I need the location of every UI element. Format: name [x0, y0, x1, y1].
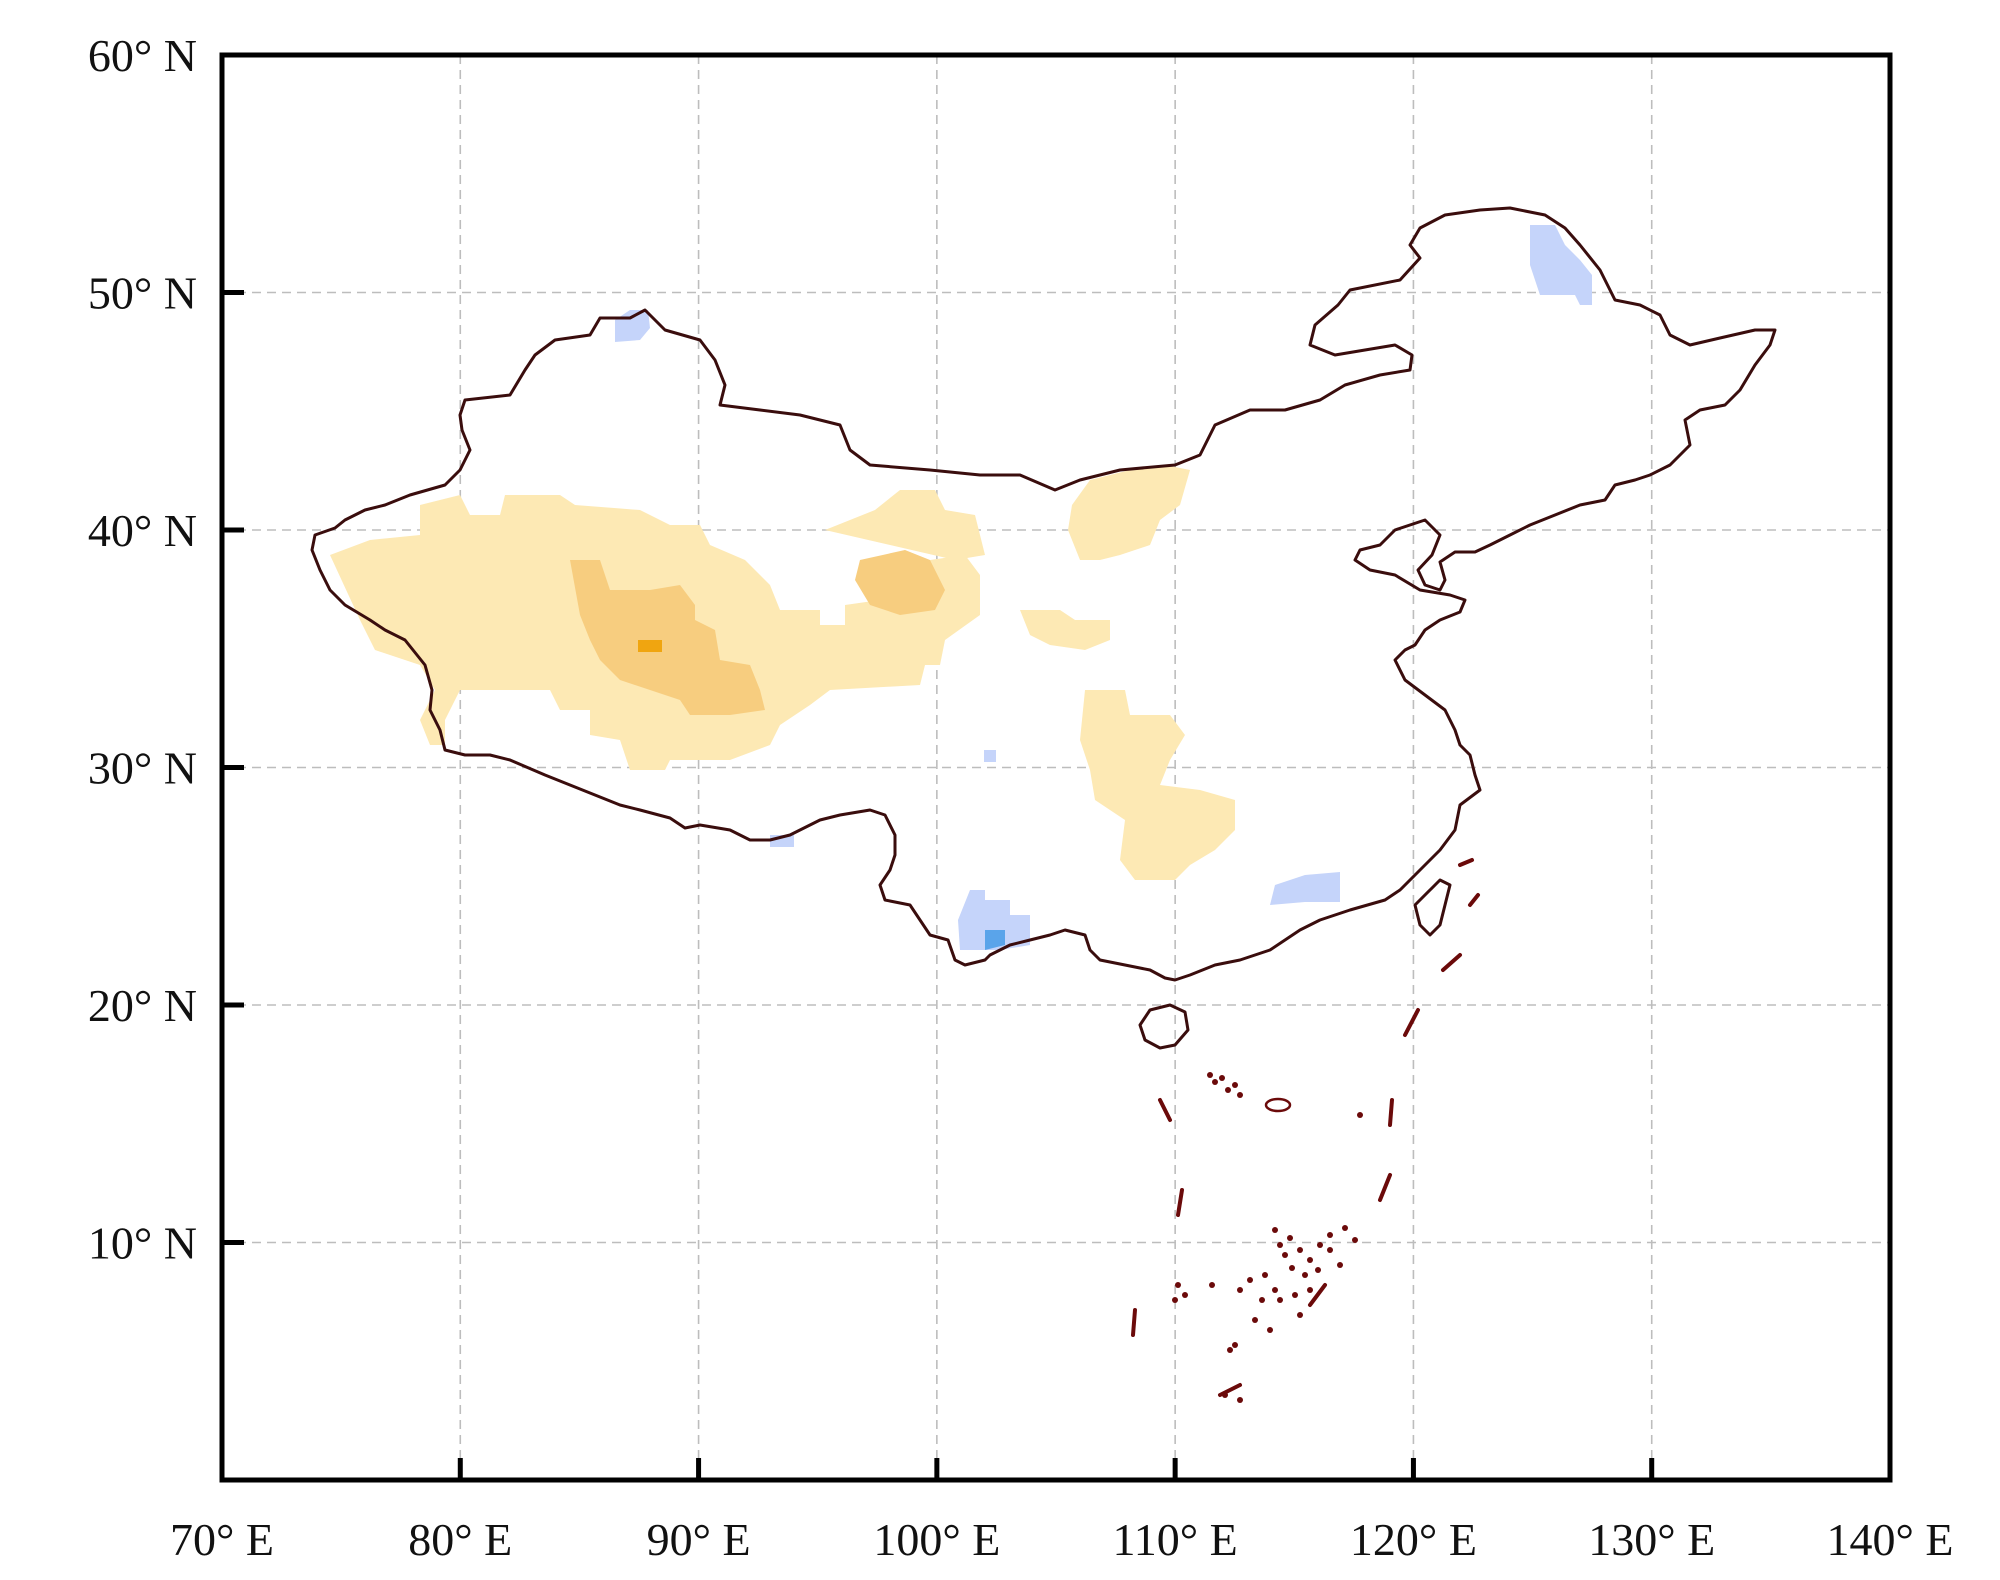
anomaly-shading — [330, 225, 1592, 950]
lon-label-120: 120° E — [1350, 1514, 1477, 1565]
islet — [1337, 1262, 1343, 1268]
islet — [1212, 1079, 1218, 1085]
region-yunnan-negative — [958, 890, 1030, 950]
lon-label-100: 100° E — [873, 1514, 1000, 1565]
islet — [1317, 1242, 1323, 1248]
islet — [1302, 1272, 1308, 1278]
region-guangdong-negative — [1270, 872, 1340, 905]
lon-label-90: 90° E — [647, 1514, 751, 1565]
nine-dash-7 — [1388, 1098, 1394, 1127]
islet — [1352, 1237, 1358, 1243]
islet — [1307, 1257, 1313, 1263]
region-tibet-peak-positive — [638, 640, 662, 652]
axis-ticks — [222, 290, 1655, 1480]
islet — [1237, 1397, 1243, 1403]
china-border — [310, 206, 1777, 1050]
islet — [1219, 1075, 1225, 1081]
islet — [1277, 1297, 1283, 1303]
islet — [1297, 1247, 1303, 1253]
islet — [1327, 1232, 1333, 1238]
islet — [1357, 1112, 1363, 1118]
islet — [1259, 1297, 1265, 1303]
lat-label-50: 50° N — [88, 268, 197, 319]
region-central-positive — [1080, 690, 1235, 880]
longitude-labels: 70° E 80° E 90° E 100° E 110° E 120° E 130° E 1… — [170, 1514, 1954, 1565]
china-mainland-outline — [310, 206, 1777, 982]
islet — [1292, 1292, 1298, 1298]
hainan-outline — [1138, 1003, 1190, 1050]
islet — [1307, 1287, 1313, 1293]
nine-dash-11 — [1458, 858, 1474, 867]
lat-label-10: 10° N — [88, 1218, 197, 1269]
region-altai-negative — [615, 310, 650, 342]
islet — [1225, 1087, 1231, 1093]
lon-label-130: 130° E — [1588, 1514, 1715, 1565]
islet — [1232, 1342, 1238, 1348]
islet — [1272, 1227, 1278, 1233]
islet — [1207, 1072, 1213, 1078]
islet — [1267, 1327, 1273, 1333]
nine-dash-1 — [1158, 1098, 1172, 1122]
lat-label-40: 40° N — [88, 505, 197, 556]
latitude-labels: 60° N 50° N 40° N 30° N 20° N 10° N — [88, 30, 197, 1269]
islet — [1327, 1247, 1333, 1253]
lon-label-70: 70° E — [170, 1514, 274, 1565]
islet — [1315, 1267, 1321, 1273]
region-tibet-core-positive — [570, 560, 765, 715]
islet — [1287, 1235, 1293, 1241]
nine-dash-9 — [1441, 953, 1462, 972]
islet — [1247, 1277, 1253, 1283]
islet — [1277, 1242, 1283, 1248]
region-qinghai-positive — [855, 550, 945, 615]
lat-label-60: 60° N — [88, 30, 197, 81]
region-sichuan-negative-spot — [984, 750, 996, 762]
taiwan-outline — [1413, 878, 1452, 937]
nine-dash-10 — [1468, 893, 1480, 907]
nine-dash-6 — [1378, 1173, 1392, 1202]
lon-label-140: 140° E — [1827, 1514, 1954, 1565]
islet — [1297, 1312, 1303, 1318]
lat-label-30: 30° N — [88, 743, 197, 794]
gridlines — [222, 55, 1890, 1480]
islet — [1227, 1347, 1233, 1353]
islet — [1182, 1292, 1188, 1298]
islet — [1172, 1297, 1178, 1303]
islet — [1272, 1287, 1278, 1293]
islet — [1237, 1287, 1243, 1293]
nine-dash-5 — [1308, 1283, 1327, 1307]
islet — [1209, 1282, 1215, 1288]
islet — [1252, 1317, 1258, 1323]
region-yunnan-core-negative — [985, 930, 1005, 950]
lat-label-20: 20° N — [88, 980, 197, 1031]
lon-label-80: 80° E — [408, 1514, 512, 1565]
region-ordos-positive-south — [1020, 610, 1110, 650]
lon-label-110: 110° E — [1112, 1514, 1237, 1565]
islet — [1342, 1225, 1348, 1231]
islet — [1232, 1082, 1238, 1088]
islet — [1262, 1272, 1268, 1278]
south-china-sea — [1131, 858, 1480, 1403]
islet — [1282, 1252, 1288, 1258]
nine-dash-2 — [1176, 1188, 1184, 1217]
nine-dash-3 — [1131, 1308, 1137, 1337]
region-heilongjiang-negative — [1530, 225, 1592, 305]
islet — [1289, 1265, 1295, 1271]
islet — [1175, 1282, 1181, 1288]
nine-dash-8 — [1403, 1008, 1420, 1037]
islet — [1237, 1092, 1243, 1098]
region-ordos-positive — [1068, 465, 1190, 560]
paracel-islet-large — [1264, 1097, 1292, 1113]
islets — [1172, 1072, 1363, 1403]
region-qaidam-positive — [825, 490, 985, 560]
islet — [1222, 1392, 1228, 1398]
